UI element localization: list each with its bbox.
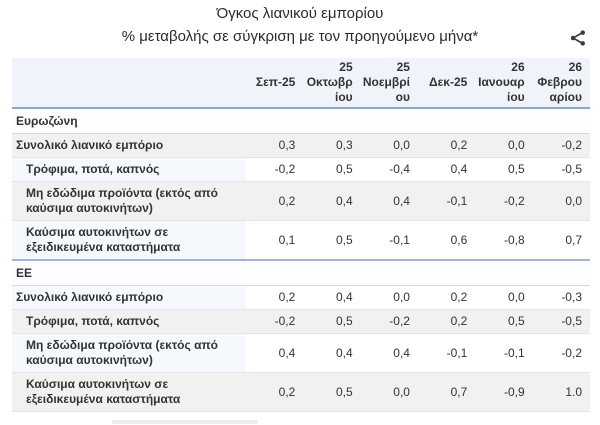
value-cell: 0,2 [246,372,304,412]
column-header: Σεπ-25 [246,58,304,109]
value-cell: -0,1 [417,333,476,373]
value-cell: 0,0 [475,285,533,310]
table-row: Καύσιμα αυτοκινήτων σε εξειδικευμένα κατ… [12,372,590,412]
column-header: 26 Φεβρου αρίου [532,58,590,109]
value-cell: 0,0 [360,285,418,310]
table-header: Σεπ-25 25 Οκτωβρ ίου 25 Νοεμβρί ου Δεκ-25 26… [12,58,590,109]
value-cell: 0,5 [303,220,361,261]
section-header-row: ΕΕ [12,259,590,286]
column-header-empty [12,58,246,109]
value-cell: 0,2 [246,285,304,310]
value-cell: -0,2 [532,333,590,373]
value-cell: -0,1 [475,333,533,373]
value-cell: 0,2 [417,285,476,310]
value-cell: -0,2 [246,309,304,334]
value-cell: 0,4 [360,333,418,373]
value-cell: -0,5 [532,157,590,182]
value-cell: -0,3 [532,285,590,310]
value-cell: 0,4 [417,157,476,182]
value-cell: -0,5 [532,309,590,334]
value-cell: -0,8 [475,220,533,261]
value-cell: -0,2 [246,157,304,182]
value-cell: 0,4 [246,333,304,373]
section-header-label: ΕΕ [12,259,590,286]
row-label-cell: Καύσιμα αυτοκινήτων σε εξειδικευμένα κατ… [12,220,246,261]
table-row: Τρόφιμα, ποτά, καπνός -0,2 0,5 -0,2 0,2 0,5 -0… [12,309,590,334]
value-cell: 0,6 [417,220,476,261]
page-title: Όγκος λιανικού εμπορίου [216,5,384,22]
row-label-cell: Τρόφιμα, ποτά, καπνός [12,157,246,182]
value-cell: 0,5 [475,157,533,182]
value-cell: -0,1 [360,220,418,261]
column-header: 26 Ιανουαρ ίου [475,58,533,109]
value-cell: -0,2 [532,133,590,158]
retail-trade-table: Σεπ-25 25 Οκτωβρ ίου 25 Νοεμβρί ου Δεκ-25 26… [12,58,590,412]
value-cell: 0,0 [360,133,418,158]
page-subtitle: % μεταβολής σε σύγκριση με τον προηγούμε… [121,28,479,45]
row-label-cell: Καύσιμα αυτοκινήτων σε εξειδικευμένα κατ… [12,372,246,412]
value-cell: 0,0 [475,133,533,158]
value-cell: 0,7 [417,372,476,412]
value-cell: 0,4 [303,181,361,221]
value-cell: 0,5 [303,309,361,334]
table-row: Καύσιμα αυτοκινήτων σε εξειδικευμένα κατ… [12,220,590,261]
value-cell: 0,5 [303,157,361,182]
value-cell: 0,0 [532,181,590,221]
column-header: 25 Νοεμβρί ου [360,58,418,109]
column-header: 25 Οκτωβρ ίου [303,58,361,109]
value-cell: 0,4 [360,181,418,221]
value-cell: -0,1 [417,181,476,221]
row-label-cell: Μη εδώδιμα προϊόντα (εκτός από καύσιμα α… [12,181,246,221]
value-cell: 0,2 [417,309,476,334]
row-label-cell: Συνολικό λιανικό εμπόριο [12,285,246,310]
value-cell: 0,3 [303,133,361,158]
value-cell: 0,0 [360,372,418,412]
value-cell: 0,5 [475,309,533,334]
value-cell: 1.0 [532,372,590,412]
section-header-row: Ευρωζώνη [12,107,590,134]
subtitle-row: % μεταβολής σε σύγκριση με τον προηγούμε… [0,28,600,50]
value-cell: 0,1 [246,220,304,261]
table-row: Συνολικό λιανικό εμπόριο 0,2 0,4 0,0 0,2 0,0-… [12,285,590,310]
row-label-cell: Τρόφιμα, ποτά, καπνός [12,309,246,334]
table-row: Συνολικό λιανικό εμπόριο 0,3 0,3 0,0 0,2 0,0-… [12,133,590,158]
value-cell: 0,2 [417,133,476,158]
value-cell: -0,2 [475,181,533,221]
table-row: Μη εδώδιμα προϊόντα (εκτός από καύσιμα α… [12,181,590,221]
column-header: Δεκ-25 [417,58,476,109]
table-header-row: Σεπ-25 25 Οκτωβρ ίου 25 Νοεμβρί ου Δεκ-25 26… [12,58,590,109]
table-row: Τρόφιμα, ποτά, καπνός -0,2 0,5 -0,4 0,4 0,5 -0… [12,157,590,182]
section-header-label: Ευρωζώνη [12,107,590,134]
value-cell: -0,9 [475,372,533,412]
value-cell: -0,4 [360,157,418,182]
share-icon[interactable] [569,29,587,47]
value-cell: 0,4 [303,333,361,373]
value-cell: -0,2 [360,309,418,334]
retail-trade-widget: Όγκος λιανικού εμπορίου % μεταβολής σε σ… [0,5,600,424]
value-cell: 0,7 [532,220,590,261]
value-cell: 0,3 [246,133,304,158]
value-cell: 0,4 [303,285,361,310]
value-cell: 0,2 [246,181,304,221]
row-label-cell: Μη εδώδιμα προϊόντα (εκτός από καύσιμα α… [12,333,246,373]
row-label-cell: Συνολικό λιανικό εμπόριο [12,133,246,158]
value-cell: 0,5 [303,372,361,412]
horizontal-scrollbar-thumb[interactable] [112,420,258,424]
table-row: Μη εδώδιμα προϊόντα (εκτός από καύσιμα α… [12,333,590,373]
